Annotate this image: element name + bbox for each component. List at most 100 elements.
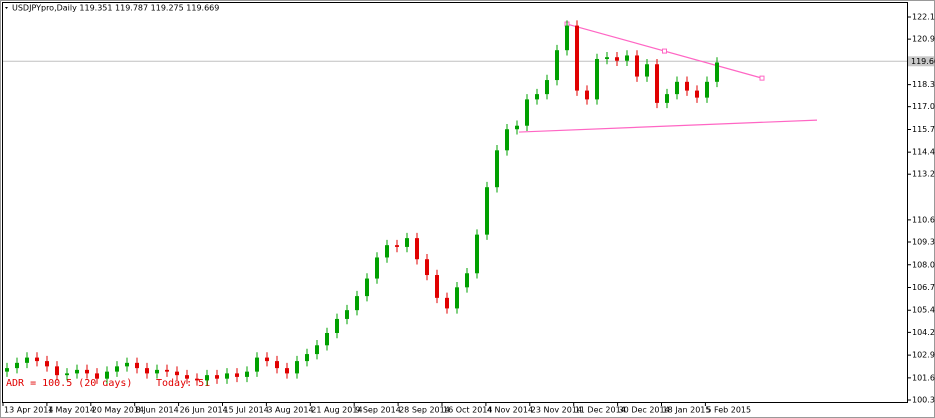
x-tick-label: 5 Feb 2015 [706, 406, 751, 415]
candle-body [625, 55, 629, 61]
candle-body [665, 94, 669, 103]
candle-body [95, 373, 99, 379]
x-tick-label: 26 Jun 2014 [180, 406, 228, 415]
candle-body [135, 362, 139, 369]
candle-body [425, 259, 429, 276]
y-tick-label: 110.640 [912, 215, 935, 224]
candle-body [345, 310, 349, 319]
plot-border [2, 2, 908, 403]
candle-body [275, 361, 279, 369]
x-tick-label: 11 Dec 2014 [575, 406, 626, 415]
candle-body [85, 369, 89, 374]
y-tick-label: 115.785 [912, 125, 935, 134]
candle-body [455, 287, 459, 309]
chart-title: USDJPYpro,Daily 119.351 119.787 119.275 … [12, 4, 219, 13]
candle-body [385, 245, 389, 258]
candle-body [65, 373, 69, 376]
x-tick-label: 8 Jun 2014 [136, 406, 179, 415]
x-tick-label: 21 Aug 2014 [311, 406, 362, 415]
candle-body [445, 297, 449, 309]
candle-body [685, 81, 689, 91]
candle-body [35, 357, 39, 362]
candle-body [715, 62, 719, 82]
candle-body [655, 64, 659, 103]
candle-body [175, 371, 179, 376]
candle-body [55, 366, 59, 376]
candle-body [185, 375, 189, 379]
candle-body [45, 361, 49, 367]
candle-body [695, 90, 699, 98]
candle-body [525, 99, 529, 126]
y-tick-label: 101.645 [912, 373, 935, 382]
candle-body [705, 81, 709, 98]
trendline-handle [662, 48, 667, 54]
x-tick-label: 18 Jan 2015 [663, 406, 711, 415]
current-price-box [908, 56, 934, 67]
candle-body [75, 369, 79, 374]
candle-body [295, 361, 299, 374]
x-tick-label: 13 Apr 2014 [4, 406, 53, 415]
candle-body [565, 25, 569, 51]
candle-body [225, 373, 229, 379]
candle-body [635, 55, 639, 77]
candle-body [545, 80, 549, 95]
x-tick-label: 3 Aug 2014 [267, 406, 313, 415]
candle-body [125, 362, 129, 367]
candle-body [195, 378, 199, 381]
candle-body [465, 273, 469, 288]
candle-body [645, 64, 649, 77]
y-tick-label: 114.495 [912, 148, 935, 157]
adr-annotation: ADR = 100.5 (20 days) [6, 378, 132, 389]
menu-arrow [5, 7, 8, 9]
candle-body [205, 375, 209, 381]
candle-body [15, 362, 19, 369]
x-tick-label: 20 May 2014 [92, 406, 144, 415]
candle-body [115, 366, 119, 372]
x-tick-label: 9 Sep 2014 [355, 406, 401, 415]
candle-body [405, 238, 409, 247]
y-tick-label: 105.495 [912, 306, 935, 315]
y-tick-label: 104.235 [912, 328, 935, 337]
trendline [518, 119, 818, 133]
candle-body [215, 375, 219, 379]
trendline-handle [759, 75, 765, 81]
y-tick-label: 108.085 [912, 260, 935, 269]
candle-body [245, 371, 249, 377]
y-tick-label: 117.085 [912, 102, 935, 111]
candle-body [155, 369, 159, 374]
y-tick-label: 120.930 [912, 35, 935, 44]
x-tick-label: 16 Oct 2014 [443, 406, 492, 415]
candle-body [355, 296, 359, 311]
y-tick-label: 102.940 [912, 351, 935, 360]
candle-body [535, 94, 539, 100]
candle-body [5, 368, 9, 372]
y-tick-label: 122.190 [912, 13, 935, 22]
candle-body [505, 129, 509, 151]
y-tick-label: 100.385 [912, 396, 935, 405]
y-tick-label: 106.790 [912, 283, 935, 292]
x-tick-label: 30 Dec 2014 [619, 406, 670, 415]
candle-body [265, 357, 269, 362]
candle-body [415, 238, 419, 260]
today-annotation: Today: 51 [156, 378, 210, 389]
y-tick-label: 118.340 [912, 80, 935, 89]
candle-body [165, 369, 169, 372]
current-price-label: 119.669 [911, 57, 935, 66]
candle-body [485, 187, 489, 235]
candle-body [675, 81, 679, 95]
candle-body [235, 373, 239, 377]
candle-body [365, 278, 369, 297]
x-tick-label: 4 Nov 2014 [487, 406, 533, 415]
x-tick-label: 1 May 2014 [48, 406, 95, 415]
candle-body [515, 125, 519, 130]
candle-body [555, 50, 559, 81]
candle-body [325, 332, 329, 346]
candle-body [145, 368, 149, 374]
x-tick-label: 23 Nov 2014 [531, 406, 582, 415]
candle-body [605, 57, 609, 59]
candle-body [255, 357, 259, 372]
y-tick-label: 113.240 [912, 170, 935, 179]
x-tick-label: 15 Jul 2014 [224, 406, 269, 415]
